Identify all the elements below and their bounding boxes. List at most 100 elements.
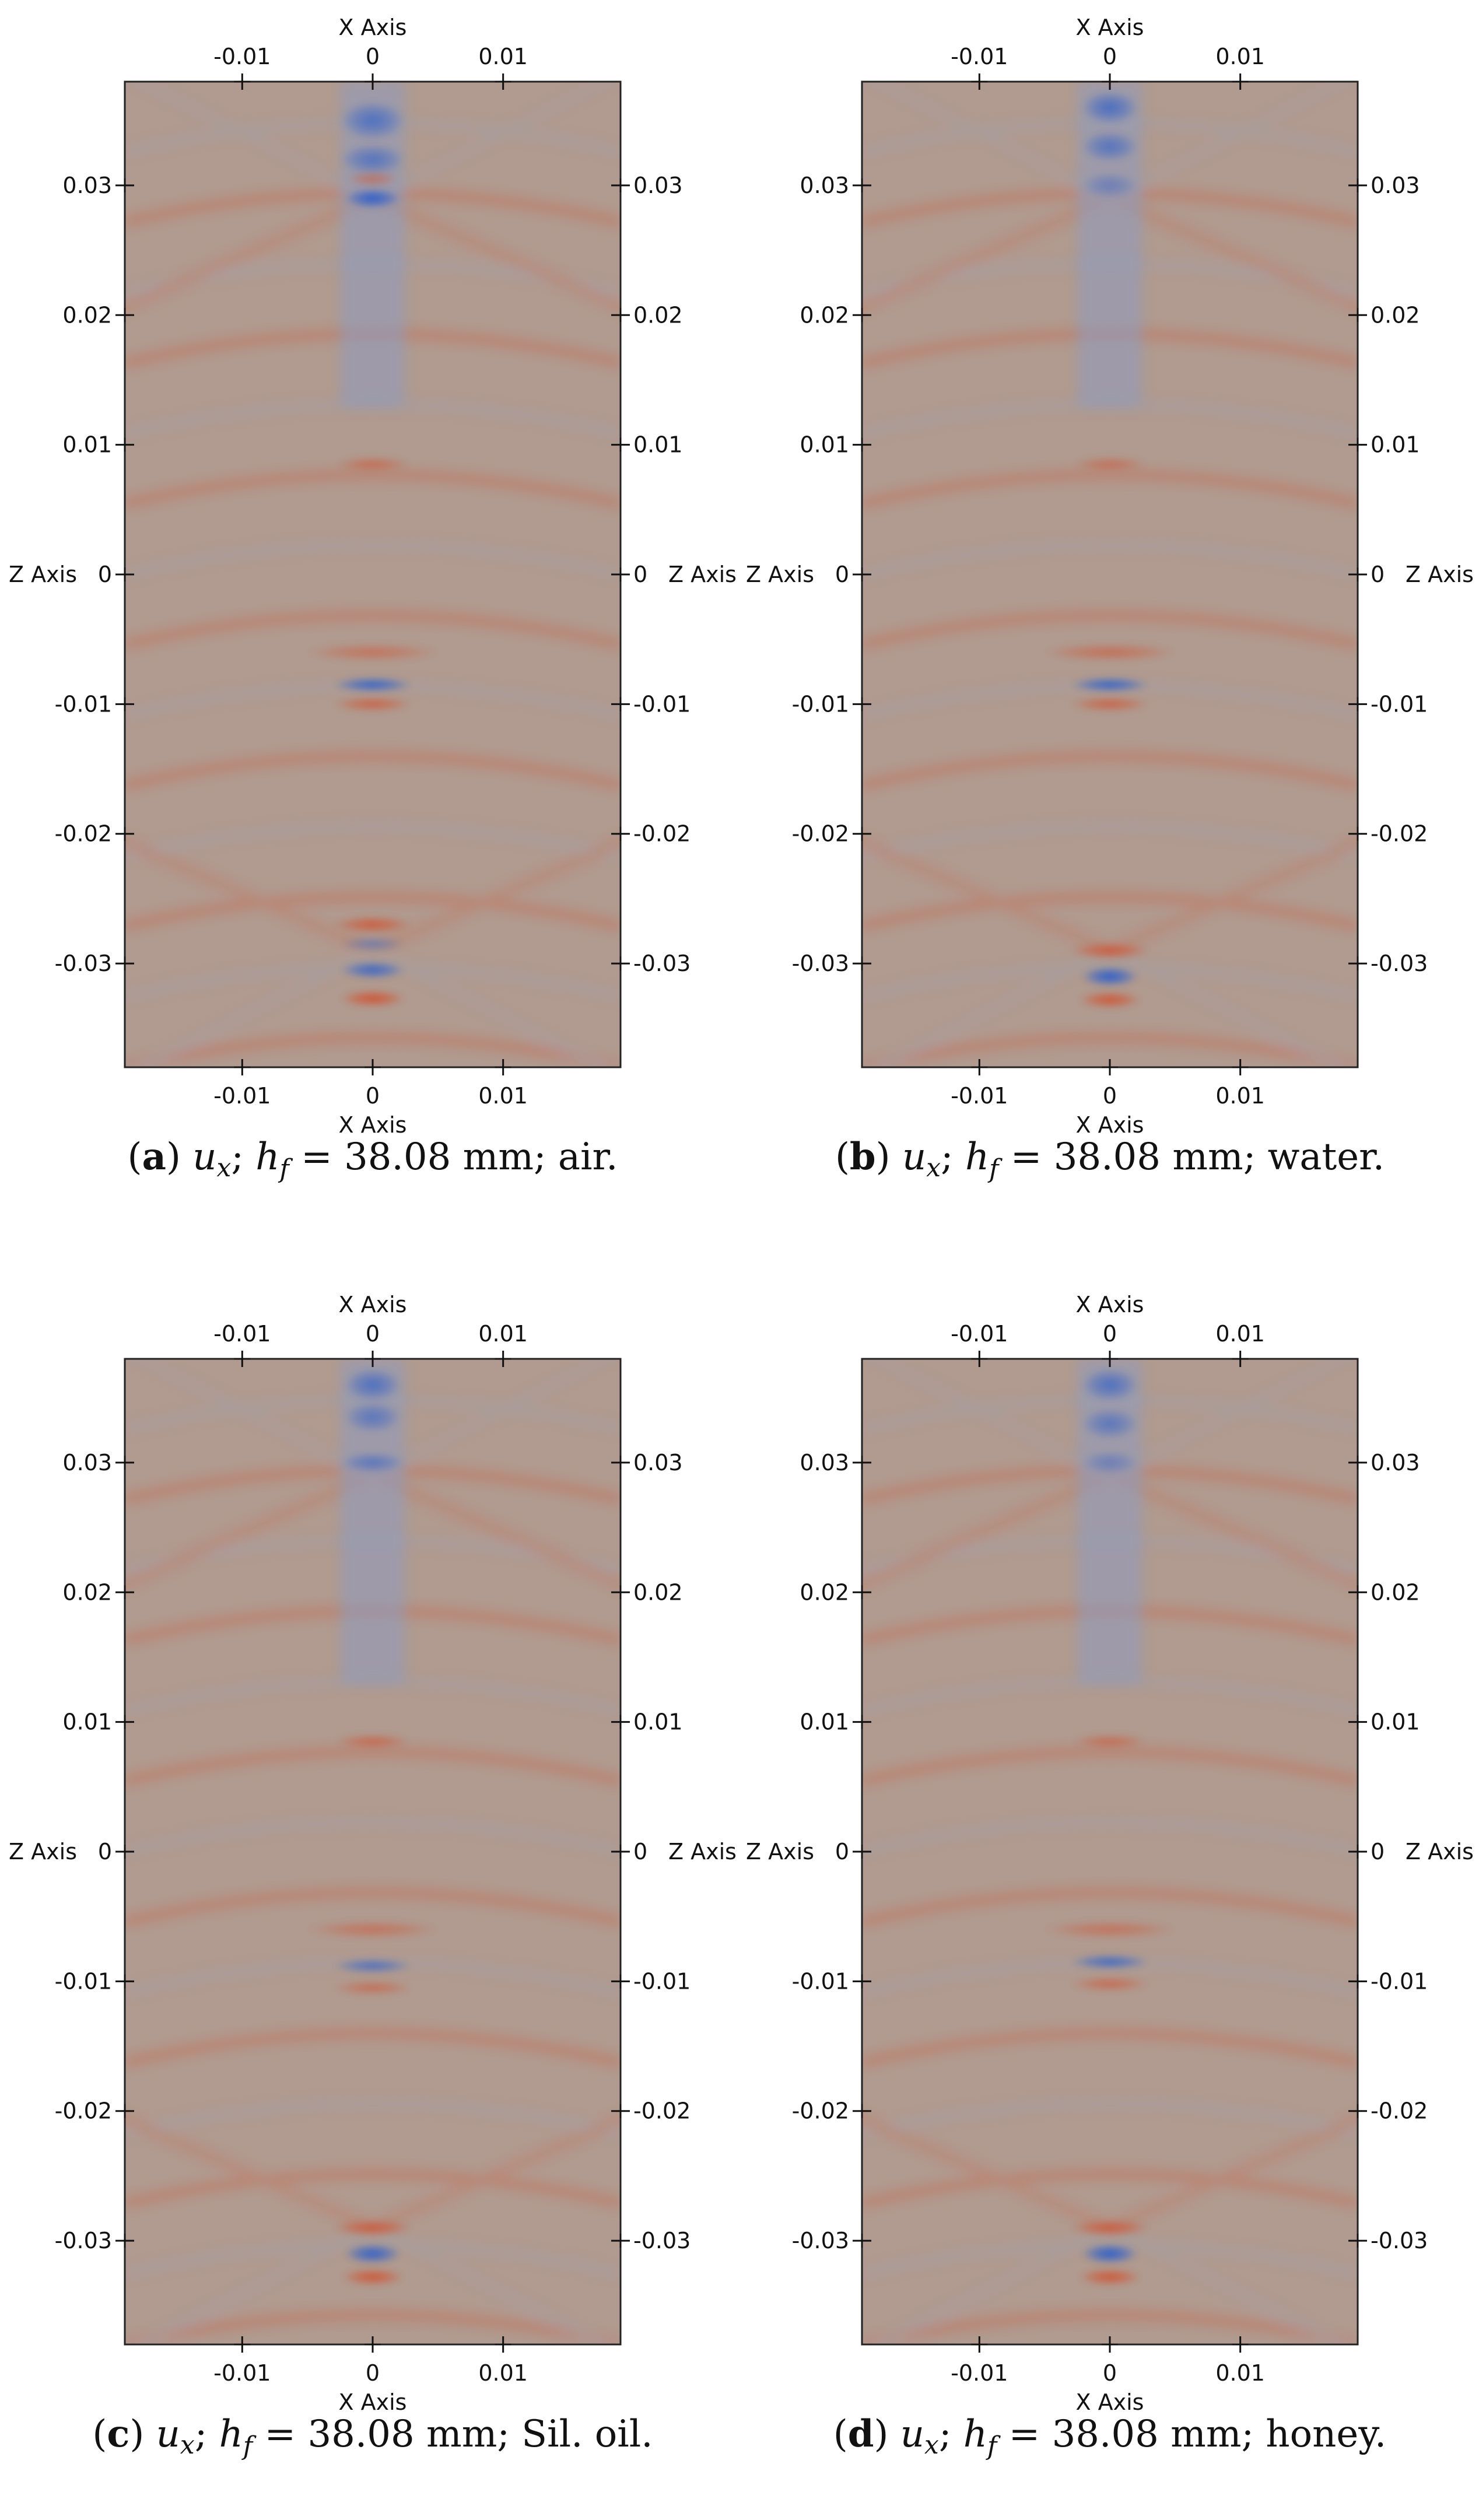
z-tick-label: -0.03 [1371,2228,1428,2253]
field-feature [333,2218,412,2237]
z-tick-label: 0.02 [633,1579,683,1605]
caption: (b) ux; hf = 38.08 mm; water. [835,1135,1385,1184]
z-tick-label: -0.03 [633,2228,691,2253]
z-tick-label: -0.01 [1371,691,1428,717]
x-tick-label: 0.01 [1215,44,1265,69]
z-tick-label: -0.01 [792,1968,849,1994]
field-feature [346,171,399,187]
panel-c: -0.01 -0.01 0 0 0.01 0.01 X Axis X Axis 0.03 0.03… [9,1292,737,2461]
z-tick-label: 0.03 [62,173,112,198]
ripple-texture [862,82,1358,1067]
field-feature [1081,172,1139,199]
field-feature [340,143,405,176]
z-tick-label: 0.03 [1371,173,1420,198]
x-tick-label: -0.01 [951,1321,1008,1347]
z-axis-title: Z Axis [746,1839,814,1864]
x-tick-label: 0 [1103,44,1117,69]
field-feature [1081,1368,1139,1402]
field-feature [1073,456,1147,472]
field-feature [340,936,405,952]
x-axis-title: X Axis [339,1112,407,1138]
z-tick-label: 0 [835,1839,849,1864]
caption-paren: ) [129,2413,156,2456]
x-axis-title: X Axis [1076,1292,1144,1317]
caption-subscript: x [180,2430,195,2460]
z-tick-label: -0.01 [55,691,112,717]
caption-h-symbol: h [219,2413,243,2456]
caption-value: 38.08 mm [1054,1135,1243,1179]
x-tick-label: 0 [1103,1083,1117,1109]
caption-label: a [142,1135,166,1179]
field-feature [307,643,438,661]
z-tick-label: 0.02 [800,302,849,328]
caption-medium: honey. [1266,2413,1386,2456]
field-plot [862,1359,1358,2344]
field-feature [1045,643,1175,661]
z-tick-label: -0.01 [1371,1968,1428,1994]
x-tick-label: -0.01 [213,44,271,69]
z-tick-label: 0.02 [800,1579,849,1605]
z-axis-title: Z Axis [9,562,77,587]
caption-sep: ; [534,1135,558,1179]
field-feature [1081,90,1139,125]
caption-value: 38.08 mm [344,1135,534,1179]
x-tick-label: 0.01 [478,1083,528,1109]
z-tick-label: -0.03 [55,2228,112,2253]
z-tick-label: -0.02 [633,821,691,847]
x-axis-title: X Axis [1076,1112,1144,1138]
z-tick-label: 0.02 [633,302,683,328]
caption-paren: ) [166,1135,192,1179]
z-tick-label: -0.02 [1371,821,1428,847]
caption-value: 38.08 mm [1052,2413,1242,2456]
field-feature [1070,696,1149,712]
z-tick-label: -0.02 [792,2098,849,2124]
x-tick-label: 0.01 [478,2360,528,2386]
field-feature [1081,966,1139,987]
x-tick-label: 0.01 [1215,2360,1265,2386]
caption-label: c [107,2412,129,2456]
caption-sep: ; [941,1135,965,1179]
caption-subscript: x [217,1153,232,1183]
z-tick-label: -0.03 [55,951,112,976]
caption-label: b [850,1135,876,1179]
field-feature [307,1920,438,1939]
z-tick-label: 0.01 [1371,1709,1420,1735]
field-plot [862,82,1358,1067]
caption-equals: = [997,2413,1052,2456]
caption-equals: = [253,2413,307,2456]
field-feature [344,1368,402,1402]
x-tick-label: 0.01 [478,1321,528,1347]
x-axis-title: X Axis [1076,2389,1144,2415]
caption-h-symbol: h [963,2413,987,2456]
caption-value: 38.08 mm [307,2413,497,2456]
x-tick-label: 0.01 [1215,1321,1265,1347]
z-tick-label: 0 [633,562,647,587]
z-axis-title: Z Axis [9,1839,77,1864]
x-tick-label: -0.01 [213,1321,271,1347]
z-tick-label: 0.03 [800,173,849,198]
caption: (d) ux; hf = 38.08 mm; honey. [833,2412,1387,2461]
caption-paren: ) [874,2413,900,2456]
caption-subscript: x [926,1153,941,1183]
x-tick-label: 0 [1103,1321,1117,1347]
z-tick-label: -0.01 [633,1968,691,1994]
z-tick-label: 0.01 [62,432,112,458]
central-beam [1078,1359,1142,1684]
caption-equals: = [998,1135,1053,1179]
caption-paren: ( [128,1135,142,1179]
field-feature [1081,1450,1139,1474]
field-feature [340,1452,405,1473]
caption-paren: ) [876,1135,902,1179]
z-tick-label: -0.03 [792,2228,849,2253]
caption-paren: ( [833,2413,848,2456]
panel-b: -0.01 -0.01 0 0 0.01 0.01 X Axis X Axis 0.03 0.03… [746,15,1474,1184]
field-feature [333,915,412,934]
field-feature [333,1980,412,1996]
z-tick-label: 0.03 [633,173,683,198]
z-tick-label: -0.03 [792,951,849,976]
caption-paren: ( [835,1135,850,1179]
z-tick-label: 0.01 [800,1709,849,1735]
caption-h-symbol: h [965,1135,989,1179]
caption-medium: air. [558,1135,618,1179]
